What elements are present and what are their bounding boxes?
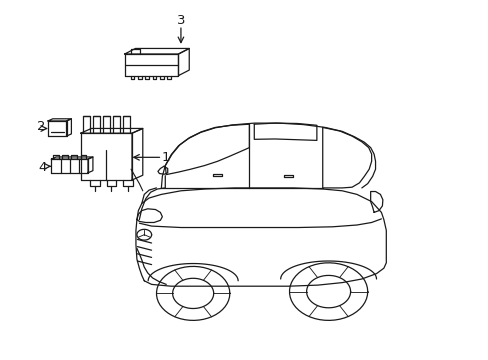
- Text: 2: 2: [37, 120, 46, 133]
- Text: 1: 1: [162, 151, 170, 164]
- Text: 4: 4: [39, 161, 47, 174]
- Text: 3: 3: [176, 14, 185, 27]
